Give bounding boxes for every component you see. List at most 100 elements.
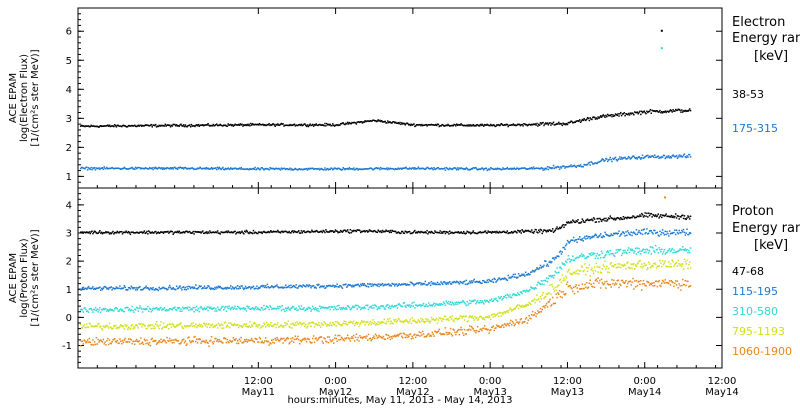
data-point [387,334,390,337]
data-point [334,167,337,170]
data-point [318,123,321,126]
data-point [211,323,214,325]
data-point [492,316,495,318]
data-point [212,231,215,233]
data-point [148,307,151,310]
data-point [479,168,482,171]
data-point [139,323,141,325]
data-point [257,123,259,126]
data-point [599,253,601,256]
data-point [636,263,639,265]
data-point [487,316,489,319]
data-point [639,157,641,159]
data-point [168,168,171,170]
data-point [276,284,278,286]
data-point [638,215,640,218]
data-point [94,125,97,128]
data-point [348,167,351,169]
data-point [291,230,293,233]
data-point [557,272,559,274]
data-point [262,231,264,233]
data-point [106,124,109,126]
data-point [676,231,679,234]
data-point [123,125,126,127]
data-point [611,160,613,163]
data-point [196,325,199,327]
data-point [687,110,689,112]
data-point [154,289,156,291]
data-point [286,286,289,288]
data-point [559,266,562,269]
data-point [688,251,691,254]
data-point [673,110,675,113]
data-point [370,230,372,232]
data-point [129,233,132,235]
data-point [310,167,312,170]
data-point [174,166,176,169]
data-point [648,214,651,217]
data-point [669,155,672,158]
data-point [255,123,257,126]
data-point [259,327,262,329]
data-point [258,308,261,311]
data-point [249,231,251,233]
data-point [141,167,143,170]
data-point [83,339,85,341]
data-point [264,124,266,126]
data-point [97,338,99,341]
data-point [366,304,369,307]
data-point [503,311,506,313]
data-point [634,233,637,236]
data-point [686,259,688,262]
data-point [572,121,574,124]
data-point [180,123,182,126]
data-point [681,231,684,233]
data-point [255,231,257,234]
data-point [227,287,229,289]
data-point [242,168,244,170]
data-point [166,124,168,126]
data-point [149,344,152,347]
data-point [496,299,498,302]
data-point [193,233,195,235]
data-point [604,220,606,222]
data-point [312,125,315,127]
data-point [567,255,570,257]
data-point [606,220,608,222]
data-point [469,302,472,304]
data-point [118,342,120,344]
data-point [243,339,246,341]
data-point [208,232,210,234]
data-point [93,166,96,169]
data-point [406,320,408,322]
data-point [600,159,603,161]
data-point [169,125,172,128]
data-point [235,124,237,126]
data-point [127,230,130,233]
data-point [413,284,415,287]
data-point [164,123,167,126]
data-point [610,262,612,264]
data-point [681,156,683,158]
data-point [186,168,188,170]
data-point [109,167,112,170]
data-point [633,111,636,113]
data-point [475,281,477,283]
data-point [360,284,363,287]
data-point [233,167,235,170]
data-point [599,218,602,221]
data-point [415,282,418,285]
data-point [189,324,192,327]
data-point [79,231,82,233]
data-point [112,287,114,289]
data-point [361,321,364,323]
data-point [295,324,297,327]
data-point [487,328,489,331]
data-point [440,232,442,234]
data-point [601,236,604,239]
data-point [436,281,439,284]
data-point [90,124,92,127]
data-point [88,231,91,233]
data-point [495,313,497,316]
data-point [644,232,646,235]
